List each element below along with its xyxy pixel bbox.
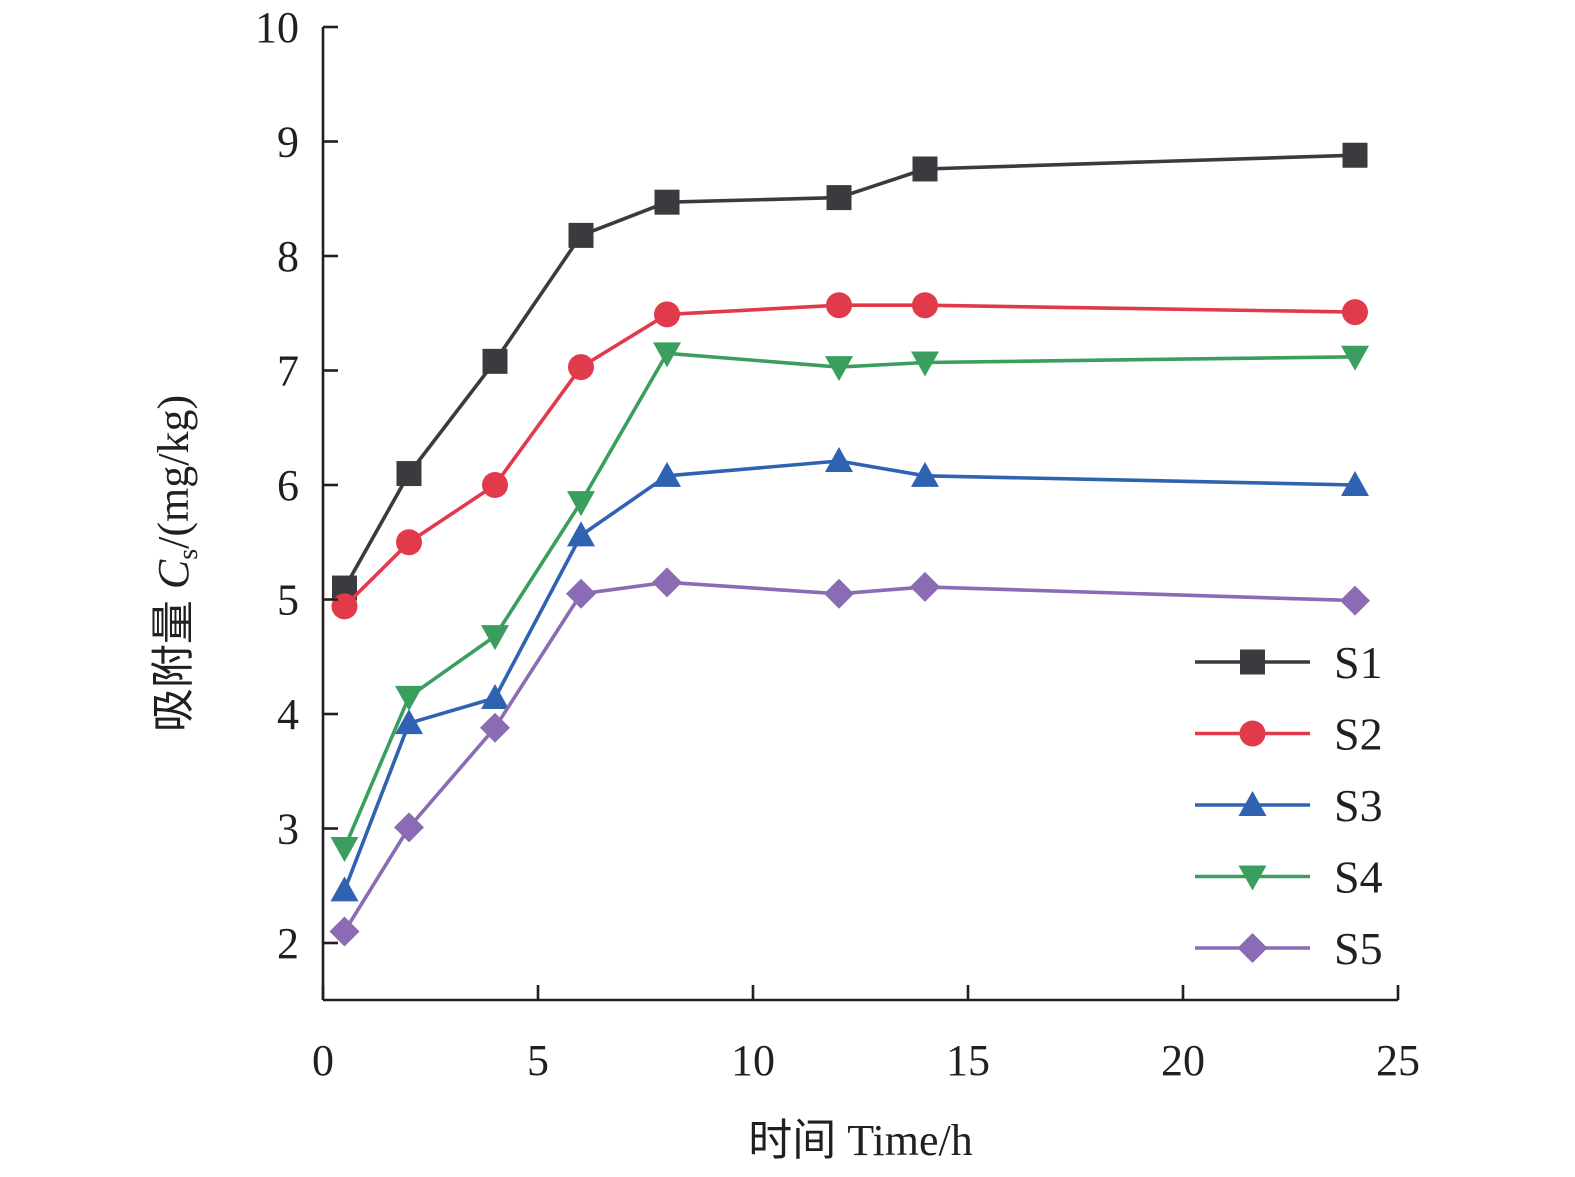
data-point-s2 (331, 593, 358, 620)
data-point-s5 (824, 578, 854, 609)
x-axis-title: 时间 Time/h (748, 1116, 973, 1165)
data-point-s1 (396, 461, 422, 487)
plot-series-group (329, 142, 1370, 947)
legend-item-s2: S2 (1195, 709, 1383, 760)
data-point-s2 (1342, 299, 1368, 326)
series-line-s1 (342, 153, 1356, 589)
series-line-s5 (342, 580, 1356, 933)
data-point-s2 (482, 472, 508, 498)
series-s1 (332, 142, 1368, 601)
data-point-s5 (480, 712, 510, 743)
y-axis-title-symbol: C (149, 559, 198, 589)
y-tick-label: 4 (277, 690, 299, 739)
data-point-s3 (330, 876, 359, 902)
y-tick-label: 3 (277, 805, 299, 854)
data-point-s5 (566, 578, 596, 609)
series-s5 (329, 567, 1370, 947)
data-point-s3 (653, 461, 681, 487)
data-point-s3 (567, 521, 595, 547)
y-tick-label: 9 (277, 118, 299, 167)
data-point-s2 (912, 292, 938, 319)
legend-label-s5: S5 (1334, 923, 1383, 974)
x-tick-label: 10 (731, 1036, 775, 1085)
data-point-s3 (1341, 471, 1369, 496)
data-point-s5 (910, 571, 940, 602)
x-tick-label: 0 (312, 1036, 334, 1085)
legend-label-s4: S4 (1334, 852, 1383, 903)
data-point-s1 (912, 156, 938, 182)
data-point-s5 (652, 567, 682, 598)
data-point-s1 (826, 185, 852, 211)
data-point-s2 (568, 354, 594, 381)
data-point-s3 (825, 446, 853, 472)
data-point-s4 (481, 625, 509, 651)
y-tick-label: 8 (277, 232, 299, 281)
axes-group: 2 3 4 5 6 7 8 9 10 0 5 10 15 20 25 (255, 3, 1420, 1085)
legend-item-s1: S1 (1195, 637, 1383, 688)
series-line-s3 (342, 459, 1356, 891)
legend-item-s3: S3 (1195, 780, 1383, 831)
data-point-s5 (1340, 585, 1370, 616)
data-point-s1 (1342, 142, 1368, 168)
legend-item-s5: S5 (1195, 923, 1383, 974)
data-point-s4 (653, 342, 681, 368)
y-tick-label: 10 (255, 3, 299, 52)
x-tick-label: 15 (946, 1036, 990, 1085)
data-point-s4 (567, 491, 595, 517)
series-s4 (330, 342, 1369, 862)
series-s2 (331, 292, 1368, 620)
legend-marker-s4 (1238, 865, 1267, 891)
data-point-s4 (330, 836, 359, 862)
data-point-s1 (654, 189, 680, 215)
x-tick-label: 20 (1161, 1036, 1205, 1085)
data-point-s2 (826, 292, 852, 319)
data-point-s5 (394, 812, 424, 843)
legend-marker-s2 (1239, 720, 1266, 747)
x-tick-label: 5 (527, 1036, 549, 1085)
legend-label-s1: S1 (1334, 637, 1383, 688)
legend-item-s4: S4 (1195, 852, 1383, 903)
data-point-s1 (482, 348, 508, 374)
y-axis-title-subscript: s (173, 549, 204, 560)
y-axis-title-suffix: /(mg/kg) (149, 395, 198, 549)
y-tick-label: 5 (277, 576, 299, 625)
y-axis-title-prefix: 吸附量 (149, 589, 198, 732)
series-s3 (330, 446, 1369, 902)
series-line-s2 (343, 303, 1356, 608)
legend-marker-s3 (1238, 791, 1267, 816)
data-point-s4 (825, 356, 853, 382)
data-point-s5 (329, 916, 360, 947)
y-tick-label: 6 (277, 461, 299, 510)
data-point-s3 (911, 461, 939, 487)
legend-label-s2: S2 (1334, 709, 1383, 760)
data-point-s1 (568, 222, 594, 248)
y-tick-label: 2 (277, 919, 299, 968)
legend-marker-s1 (1240, 649, 1265, 675)
y-axis-title: 吸附量 Cs/(mg/kg) (149, 395, 204, 732)
y-tick-label: 7 (277, 347, 299, 396)
data-point-s2 (396, 529, 422, 556)
data-point-s4 (1341, 345, 1369, 371)
x-tick-label: 25 (1376, 1036, 1420, 1085)
data-point-s3 (395, 709, 423, 735)
data-point-s4 (911, 351, 939, 377)
legend-label-s3: S3 (1334, 780, 1383, 831)
series-line-s4 (342, 351, 1356, 849)
data-point-s2 (654, 301, 680, 328)
data-point-s4 (395, 685, 423, 711)
data-point-s3 (481, 683, 509, 709)
legend: S1 S2 S3 S4 S5 (1195, 637, 1383, 974)
legend-marker-s5 (1237, 933, 1268, 963)
